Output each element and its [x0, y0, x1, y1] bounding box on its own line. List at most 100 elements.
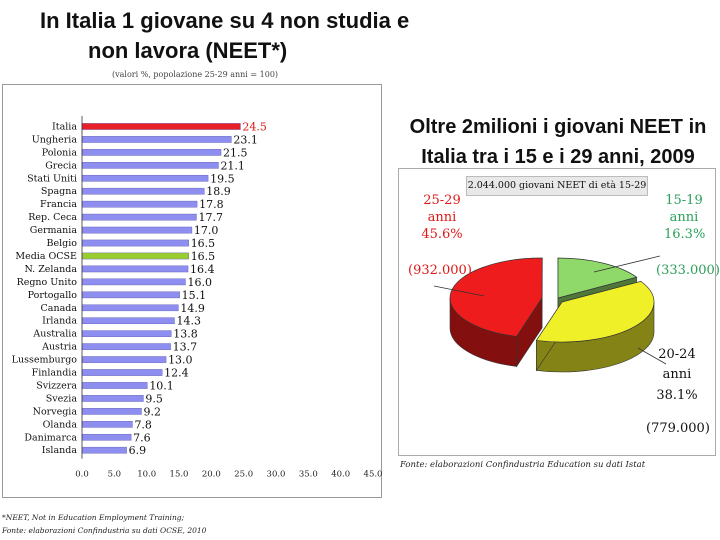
- pie-label-15-19: 15-19 anni 16.3%: [664, 192, 706, 243]
- leader-line-15-19: [593, 255, 661, 273]
- bar-svizzera: [81, 382, 148, 389]
- value-label-rep-ceca: 17.7: [198, 211, 223, 224]
- pie-chart: [433, 255, 667, 373]
- category-label-canada: Canada: [41, 303, 78, 314]
- category-label-portogallo: Portogallo: [28, 290, 78, 301]
- bar-francia: [81, 200, 198, 208]
- bar-grecia: [81, 162, 219, 169]
- value-label-svezia: 9.5: [145, 392, 163, 405]
- category-label-norvegia: Norvegia: [33, 406, 78, 417]
- category-label-stati-uniti: Stati Uniti: [27, 173, 77, 184]
- pie-slice-20-24: [535, 281, 655, 343]
- x-tick-label-35-0: 35.0: [299, 470, 318, 480]
- value-label-grecia: 21.1: [220, 159, 245, 172]
- left-chart-title: In Italia 1 giovane su 4 non studia e no…: [40, 6, 409, 66]
- pie-slice-15-19: [557, 257, 638, 299]
- bar-ungheria: [81, 136, 232, 143]
- pie-slice-25-29: [449, 257, 543, 337]
- category-label-spagna: Spagna: [41, 186, 77, 197]
- bar-finlandia: [81, 369, 163, 376]
- value-label-finlandia: 12.4: [164, 367, 189, 380]
- pie-label-20-24-percent: 38.1%: [656, 388, 698, 403]
- x-tick-label-25-0: 25.0: [234, 470, 253, 480]
- bar-austria: [81, 343, 171, 350]
- pie-label-25-29-percent: 45.6%: [421, 227, 463, 242]
- footnote-neet: *NEET, Not in Education Employment Train…: [2, 513, 185, 522]
- pie-label-20-24-unit: anni: [662, 367, 692, 382]
- bar-australia: [81, 330, 172, 337]
- bar-canada: [81, 304, 179, 312]
- category-label-irlanda: Irlanda: [42, 316, 77, 327]
- bar-chart: Italia 24.5 Ungheria 23.1 Polonia 21.5 Grecia 2…: [12, 116, 382, 480]
- value-label-germania: 17.0: [194, 224, 219, 237]
- pie-total-box: 2.044.000 giovani NEET di età 15-29: [466, 176, 648, 196]
- category-label-australia: Australia: [32, 329, 77, 340]
- right-chart-title: Oltre 2milioni i giovani NEET in Italia …: [400, 112, 716, 172]
- bar-olanda: [81, 421, 133, 428]
- leader-line-20-24: [637, 347, 667, 365]
- left-chart-subtitle: (valori %, popolazione 25-29 anni = 100): [112, 70, 279, 79]
- pie-label-15-19-percent: 16.3%: [664, 227, 706, 242]
- x-tick-label-40-0: 40.0: [331, 470, 350, 480]
- right-source-note: Fonte: elaborazioni Confindustria Educat…: [400, 460, 646, 470]
- value-label-ungheria: 23.1: [233, 133, 258, 146]
- bar-belgio: [81, 239, 189, 247]
- x-tick-label-0-0: 0.0: [75, 470, 89, 480]
- value-label-australia: 13.8: [173, 328, 198, 341]
- value-label-media-ocse: 16.5: [191, 250, 216, 263]
- category-label-polonia: Polonia: [42, 147, 78, 158]
- bar-svezia: [81, 395, 144, 402]
- leader-line-25-29: [433, 285, 485, 297]
- value-label-danimarca: 7.6: [133, 431, 151, 444]
- category-label-svizzera: Svizzera: [36, 380, 77, 391]
- category-label-austria: Austria: [41, 342, 77, 353]
- x-tick-label-15-0: 15.0: [170, 470, 189, 480]
- bar-stati-uniti: [81, 174, 209, 182]
- x-tick-label-30-0: 30.0: [267, 470, 286, 480]
- pie-label-20-24: 20-24 anni 38.1%: [652, 346, 702, 404]
- value-label-n-zelanda: 16.4: [190, 263, 215, 276]
- value-label-francia: 17.8: [199, 198, 224, 211]
- value-label-portogallo: 15.1: [182, 289, 207, 302]
- value-label-belgio: 16.5: [191, 237, 216, 250]
- category-label-italia: Italia: [52, 121, 77, 132]
- bar-n-zelanda: [81, 265, 189, 273]
- bar-lussemburgo: [81, 356, 167, 363]
- category-label-islanda: Islanda: [42, 445, 78, 456]
- bar-portogallo: [81, 291, 180, 299]
- category-label-francia: Francia: [40, 199, 77, 210]
- category-label-lussemburgo: Lussemburgo: [12, 355, 78, 366]
- value-label-canada: 14.9: [180, 302, 205, 315]
- category-label-regno-unito: Regno Unito: [17, 277, 78, 288]
- category-label-finlandia: Finlandia: [32, 368, 78, 379]
- x-tick-label-45-0: 45.0: [364, 470, 382, 480]
- value-label-svizzera: 10.1: [149, 379, 174, 392]
- pie-label-15-19-unit: anni: [669, 210, 699, 225]
- category-label-germania: Germania: [30, 225, 78, 236]
- pie-label-15-19-range: 15-19: [665, 193, 703, 208]
- value-label-norvegia: 9.2: [143, 405, 161, 418]
- category-label-olanda: Olanda: [43, 419, 78, 430]
- value-label-lussemburgo: 13.0: [168, 354, 193, 367]
- value-label-spagna: 18.9: [206, 185, 231, 198]
- value-label-irlanda: 14.3: [176, 315, 201, 328]
- pie-label-25-29-count: (932.000): [408, 263, 472, 278]
- value-label-islanda: 6.9: [129, 444, 147, 457]
- x-tick-label-10-0: 10.0: [137, 470, 156, 480]
- value-label-polonia: 21.5: [223, 146, 248, 159]
- category-label-svezia: Svezia: [46, 393, 78, 404]
- pie-label-25-29: 25-29 anni 45.6%: [418, 192, 466, 243]
- category-label-media-ocse: Media OCSE: [15, 251, 77, 262]
- category-label-danimarca: Danimarca: [24, 432, 77, 443]
- bar-rep-ceca: [81, 213, 197, 221]
- value-label-olanda: 7.8: [134, 418, 152, 431]
- right-title-line1: Oltre 2milioni i giovani NEET in: [409, 116, 707, 138]
- value-label-regno-unito: 16.0: [187, 276, 212, 289]
- bar-regno-unito: [81, 278, 186, 286]
- bar-irlanda: [81, 317, 175, 325]
- bar-italia: [81, 123, 241, 130]
- bar-islanda: [81, 446, 127, 454]
- value-label-austria: 13.7: [173, 341, 198, 354]
- bar-media-ocse: [81, 252, 189, 260]
- pie-label-15-19-count: (333.000): [656, 263, 720, 278]
